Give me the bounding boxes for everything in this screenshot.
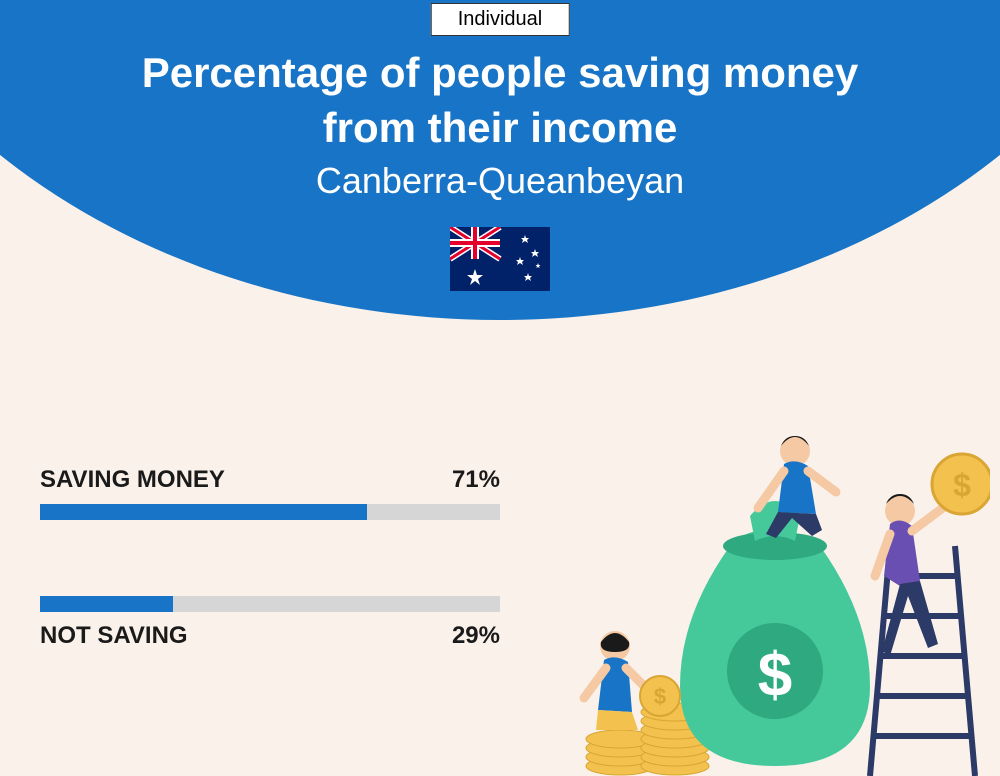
bar-track <box>40 504 500 520</box>
category-badge: Individual <box>431 3 570 36</box>
badge-label: Individual <box>458 8 543 30</box>
svg-text:$: $ <box>654 684 666 709</box>
main-title: Percentage of people saving money from t… <box>0 46 1000 155</box>
bar-not-saving: NOT SAVING 29% <box>40 596 500 650</box>
bar-track <box>40 596 500 612</box>
bars-section: SAVING MONEY 71% NOT SAVING 29% <box>40 466 500 726</box>
bar-fill <box>40 504 367 520</box>
svg-text:$: $ <box>758 641 792 710</box>
bar-fill <box>40 596 173 612</box>
svg-text:$: $ <box>953 467 971 503</box>
region-subtitle: Canberra-Queanbeyan <box>0 160 1000 202</box>
bar-label-row: NOT SAVING 29% <box>40 622 500 650</box>
bar-saving-money: SAVING MONEY 71% <box>40 466 500 520</box>
bar-value: 71% <box>452 466 500 494</box>
bar-label-row: SAVING MONEY 71% <box>40 466 500 494</box>
bar-label: SAVING MONEY <box>40 466 225 494</box>
savings-illustration-icon: $ $ $ <box>560 416 990 776</box>
bar-value: 29% <box>452 622 500 650</box>
bar-label: NOT SAVING <box>40 622 188 650</box>
australia-flag-icon <box>450 227 550 291</box>
